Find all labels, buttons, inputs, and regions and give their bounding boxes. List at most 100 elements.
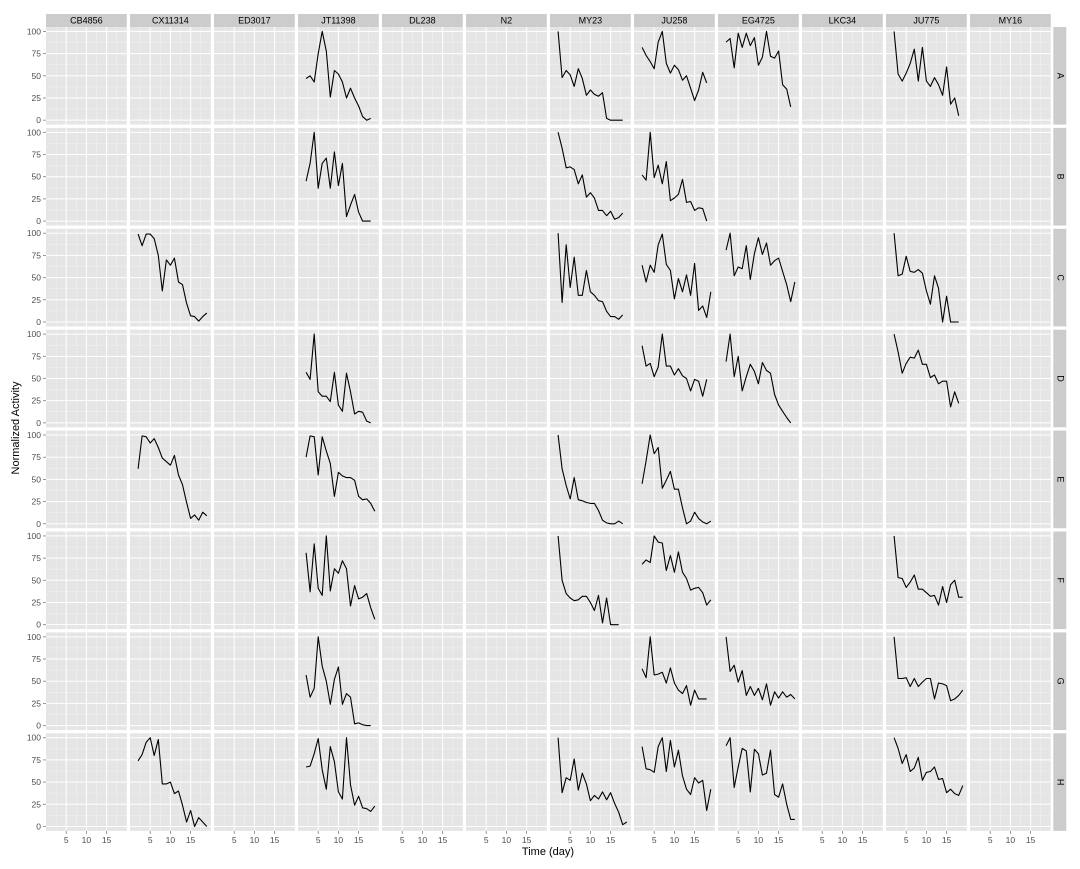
- y-tick-label: 25: [32, 396, 42, 406]
- row-strip-label: E: [1055, 476, 1065, 482]
- y-tick-label: 75: [32, 553, 42, 563]
- series-line-H-CX11314: [137, 737, 208, 828]
- y-tick-label: 50: [32, 777, 42, 787]
- series-line-G-JT11398: [305, 636, 371, 727]
- series-line-C-MY23: [557, 233, 624, 320]
- facet-panel-C-CX11314: [130, 228, 211, 327]
- column-strip-CB4856: [46, 14, 127, 27]
- y-tick-label: 50: [32, 273, 42, 283]
- row-strip-label: H: [1055, 779, 1065, 786]
- facet-panel-B-JT11398: [298, 127, 379, 226]
- y-tick-label: 25: [32, 295, 42, 305]
- y-tick-label: 0: [36, 721, 41, 731]
- facet-panel-B-CB4856: [46, 127, 127, 226]
- facet-panel-D-DL238: [382, 329, 463, 428]
- facet-panel-H-ED3017: [214, 733, 295, 831]
- facet-panel-E-LKC34: [802, 430, 883, 529]
- row-strip-A: [1053, 27, 1067, 125]
- facet-panel-B-MY16: [970, 127, 1051, 226]
- facet-panel-B-JU775: [886, 127, 967, 226]
- facet-panel-H-JU775: [886, 733, 967, 831]
- facet-panel-D-CX11314: [130, 329, 211, 428]
- row-strip-B: [1053, 127, 1067, 226]
- axes: 0255075100025507510002550751000255075100…: [27, 26, 1036, 844]
- facet-panel-A-MY16: [970, 27, 1051, 125]
- x-tick-label: 5: [400, 835, 405, 845]
- column-strip-label: MY23: [579, 16, 603, 26]
- facet-panel-D-N2: [466, 329, 547, 428]
- series-line-C-EG4725: [725, 232, 796, 303]
- facet-panel-B-MY23: [550, 127, 631, 226]
- row-strip-label: B: [1055, 174, 1065, 180]
- x-tick-label: 5: [148, 835, 153, 845]
- facet-panel-E-N2: [466, 430, 547, 529]
- row-strip-E: [1053, 430, 1067, 529]
- y-tick-label: 50: [32, 474, 42, 484]
- facet-panel-D-CB4856: [46, 329, 127, 428]
- facet-panel-G-EG4725: [718, 632, 799, 730]
- facet-panel-B-N2: [466, 127, 547, 226]
- column-strip-label: N2: [501, 16, 513, 26]
- y-tick-label: 75: [32, 250, 42, 260]
- column-strip-JT11398: [298, 14, 379, 27]
- y-tick-label: 0: [36, 216, 41, 226]
- facet-panel-G-CB4856: [46, 632, 127, 730]
- series-line-A-MY23: [557, 31, 623, 121]
- column-strip-ED3017: [214, 14, 295, 27]
- facet-panel-H-N2: [466, 733, 547, 831]
- series-line-H-EG4725: [725, 737, 795, 820]
- facet-panel-A-CX11314: [130, 27, 211, 125]
- series-line-E-CX11314: [137, 435, 208, 521]
- facet-panel-A-N2: [466, 27, 547, 125]
- y-tick-label: 75: [32, 755, 42, 765]
- x-tick-label: 10: [754, 835, 764, 845]
- facet-panel-D-JU775: [886, 329, 967, 428]
- facet-panel-C-CB4856: [46, 228, 127, 327]
- x-tick-label: 10: [166, 835, 176, 845]
- facet-panel-A-CB4856: [46, 27, 127, 125]
- facet-panel-E-EG4725: [718, 430, 799, 529]
- series-line-D-JU258: [641, 333, 708, 397]
- facet-panel-F-CB4856: [46, 531, 127, 630]
- column-strip-N2: [466, 14, 547, 27]
- y-tick-label: 0: [36, 519, 41, 529]
- row-strip-H: [1053, 733, 1067, 831]
- series-line-F-JU775: [893, 535, 963, 606]
- facet-panel-A-DL238: [382, 27, 463, 125]
- facet-panel-E-MY16: [970, 430, 1051, 529]
- series-line-E-JU258: [641, 434, 712, 525]
- y-tick-label: 25: [32, 93, 42, 103]
- series-line-C-JU775: [893, 233, 959, 323]
- x-tick-label: 15: [270, 835, 280, 845]
- series-line-A-JU775: [893, 31, 960, 116]
- y-tick-label: 50: [32, 172, 42, 182]
- y-tick-label: 0: [36, 317, 41, 327]
- facet-panel-B-EG4725: [718, 127, 799, 226]
- facet-panel-D-ED3017: [214, 329, 295, 428]
- series-line-D-JT11398: [305, 333, 371, 424]
- y-tick-label: 75: [32, 351, 42, 361]
- x-tick-label: 15: [1026, 835, 1036, 845]
- facet-panel-F-N2: [466, 531, 547, 630]
- column-strip-label: MY16: [999, 16, 1023, 26]
- x-tick-label: 10: [82, 835, 92, 845]
- row-strip-D: [1053, 329, 1067, 428]
- row-strip-G: [1053, 632, 1067, 730]
- y-tick-label: 25: [32, 194, 42, 204]
- facet-panel-D-JT11398: [298, 329, 379, 428]
- y-tick-label: 75: [32, 452, 42, 462]
- facet-panel-C-JU775: [886, 228, 967, 327]
- x-axis-title: Time (day): [522, 846, 574, 858]
- row-strip-label: D: [1055, 375, 1065, 382]
- facet-panel-D-MY23: [550, 329, 631, 428]
- facet-panel-C-EG4725: [718, 228, 799, 327]
- x-tick-label: 5: [568, 835, 573, 845]
- facet-panel-H-DL238: [382, 733, 463, 831]
- series-line-G-EG4725: [725, 636, 796, 706]
- column-strip-label: JU775: [913, 16, 939, 26]
- facet-panel-H-MY16: [970, 733, 1051, 831]
- y-tick-label: 100: [27, 329, 41, 339]
- series-line-F-JU258: [641, 535, 712, 606]
- x-tick-label: 10: [838, 835, 848, 845]
